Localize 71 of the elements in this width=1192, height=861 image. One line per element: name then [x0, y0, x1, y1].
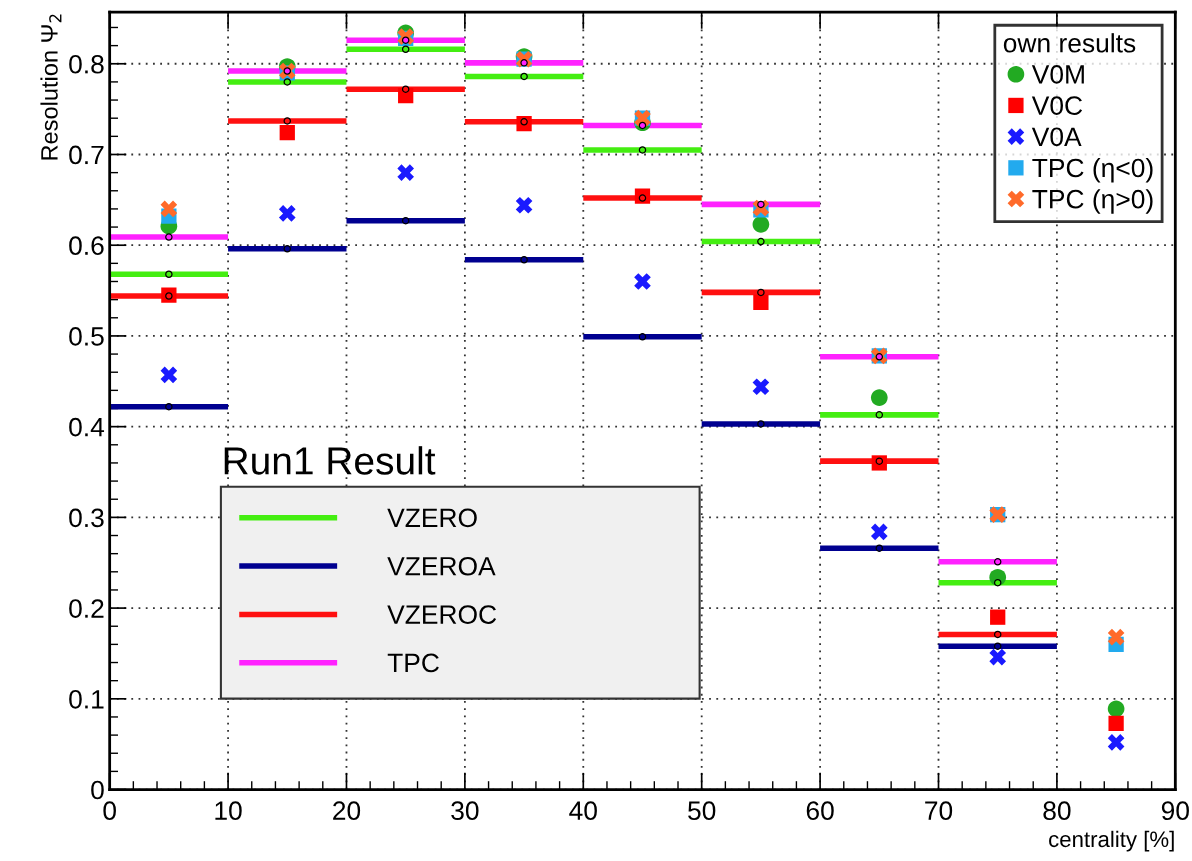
- point: [634, 273, 651, 290]
- legend-label: VZERO: [387, 508, 477, 528]
- x-tick-label: 10: [215, 801, 242, 821]
- point: [870, 523, 888, 541]
- point: [1107, 700, 1125, 718]
- x-tick-label: 20: [333, 801, 361, 821]
- point: [1107, 734, 1125, 751]
- y-axis-title: Resolution Ψ$_{2}$: [40, 14, 62, 160]
- legend-label: TPC: [387, 653, 439, 673]
- x-tick-label: 30: [451, 801, 479, 821]
- x-axis-title: centrality [%]: [1049, 830, 1174, 852]
- point: [989, 648, 1007, 666]
- point: [1107, 628, 1125, 646]
- point: [283, 78, 292, 86]
- point: [165, 270, 173, 278]
- y-tick-label: 0.3: [69, 508, 104, 528]
- x-tick-label: 40: [569, 801, 597, 821]
- point: [752, 378, 770, 396]
- y-tick-label: 0.4: [69, 417, 105, 437]
- point: [283, 245, 292, 253]
- x-tick-label: 50: [688, 801, 716, 821]
- point: [1108, 715, 1124, 731]
- point: [993, 558, 1002, 566]
- point: [638, 333, 647, 341]
- point: [752, 216, 770, 233]
- point: [160, 200, 178, 218]
- point: [165, 233, 173, 241]
- point: [283, 117, 292, 125]
- legend-label: TPC (η>0): [1032, 189, 1153, 214]
- point: [757, 420, 765, 428]
- x-tick-label: 70: [925, 801, 953, 821]
- point: [401, 216, 410, 225]
- point: [397, 164, 415, 181]
- point: [757, 237, 765, 246]
- point: [993, 642, 1002, 650]
- point: [520, 255, 528, 264]
- y-tick-label: 0.2: [69, 599, 104, 618]
- x-tick-label: 90: [1161, 801, 1189, 821]
- point: [401, 85, 410, 93]
- point: [401, 45, 410, 53]
- point: [870, 389, 888, 406]
- point: [753, 294, 769, 310]
- legend-label: TPC (η<0): [1032, 157, 1153, 183]
- legend-title: own results: [1003, 33, 1136, 53]
- x-tick-label: 60: [806, 801, 834, 821]
- y-tick-label: 0.5: [69, 327, 104, 346]
- point: [875, 544, 884, 552]
- point: [990, 609, 1006, 625]
- point: [993, 578, 1002, 587]
- y-tick-label: 0.7: [69, 145, 104, 165]
- legend-label: VZEROA: [387, 556, 496, 576]
- y-tick-label: 0: [91, 780, 104, 800]
- point: [993, 630, 1002, 639]
- point: [515, 196, 533, 214]
- point: [165, 402, 173, 411]
- point: [757, 288, 765, 297]
- y-tick-label: 0.1: [69, 689, 104, 709]
- point: [279, 125, 295, 141]
- point: [160, 366, 178, 384]
- legend-label: V0M: [1031, 65, 1084, 84]
- point: [278, 205, 296, 222]
- legend-label: VZEROC: [387, 605, 497, 624]
- point: [520, 72, 528, 81]
- annotation: Run1 Result: [224, 446, 436, 475]
- point: [638, 146, 647, 154]
- y-tick-label: 0.6: [69, 236, 104, 256]
- legend-label: V0C: [1031, 96, 1083, 115]
- legend-label: V0A: [1031, 127, 1082, 147]
- point: [875, 411, 884, 419]
- y-tick-label: 0.8: [69, 54, 104, 74]
- x-tick-label: 80: [1043, 801, 1071, 821]
